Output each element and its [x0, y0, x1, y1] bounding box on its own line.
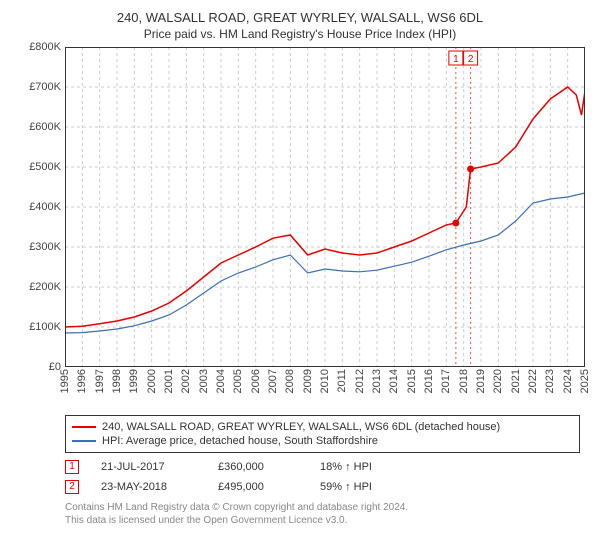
- x-tick-label: 2006: [250, 369, 262, 409]
- x-tick-label: 1997: [94, 369, 106, 409]
- svg-text:2: 2: [468, 54, 474, 65]
- x-tick-label: 2010: [319, 369, 331, 409]
- x-tick-label: 2003: [198, 369, 210, 409]
- footer-note: Contains HM Land Registry data © Crown c…: [65, 501, 580, 527]
- sale-price: £495,000: [218, 481, 298, 493]
- legend-item: HPI: Average price, detached house, Sout…: [72, 434, 573, 448]
- plot-area: £0£100K£200K£300K£400K£500K£600K£700K£80…: [65, 47, 580, 367]
- x-tick-label: 2009: [302, 369, 314, 409]
- x-tick-label: 1995: [59, 369, 71, 409]
- x-tick-label: 1999: [128, 369, 140, 409]
- y-tick-label: £600K: [17, 121, 61, 133]
- sale-date: 23-MAY-2018: [101, 481, 196, 493]
- y-tick-label: £400K: [17, 201, 61, 213]
- sale-marker: 1: [65, 460, 79, 474]
- x-tick-label: 2008: [284, 369, 296, 409]
- x-tick-label: 2022: [527, 369, 539, 409]
- x-tick-label: 2020: [492, 369, 504, 409]
- sales-table: 1 21-JUL-2017 £360,000 18% ↑ HPI 2 23-MA…: [65, 457, 580, 497]
- x-tick-label: 2017: [440, 369, 452, 409]
- x-tick-label: 2015: [406, 369, 418, 409]
- legend: 240, WALSALL ROAD, GREAT WYRLEY, WALSALL…: [65, 415, 580, 453]
- x-tick-label: 2014: [388, 369, 400, 409]
- x-axis-labels: 1995199619971998199920002001200220032004…: [65, 369, 585, 409]
- x-tick-label: 2019: [475, 369, 487, 409]
- sale-price: £360,000: [218, 461, 298, 473]
- x-tick-label: 2013: [371, 369, 383, 409]
- x-tick-label: 2005: [232, 369, 244, 409]
- chart-title-line1: 240, WALSALL ROAD, GREAT WYRLEY, WALSALL…: [15, 10, 585, 27]
- x-tick-label: 2002: [180, 369, 192, 409]
- y-tick-label: £100K: [17, 321, 61, 333]
- legend-label: 240, WALSALL ROAD, GREAT WYRLEY, WALSALL…: [102, 421, 500, 433]
- chart-container: 240, WALSALL ROAD, GREAT WYRLEY, WALSALL…: [0, 0, 600, 560]
- x-tick-label: 2023: [544, 369, 556, 409]
- x-tick-label: 2012: [354, 369, 366, 409]
- x-tick-label: 1996: [76, 369, 88, 409]
- legend-swatch: [72, 426, 96, 428]
- line-chart-svg: 12: [65, 47, 585, 367]
- chart-title-line2: Price paid vs. HM Land Registry's House …: [15, 27, 585, 41]
- x-tick-label: 2024: [562, 369, 574, 409]
- x-tick-label: 2025: [579, 369, 591, 409]
- x-tick-label: 2011: [336, 369, 348, 409]
- y-tick-label: £800K: [17, 41, 61, 53]
- sale-row: 2 23-MAY-2018 £495,000 59% ↑ HPI: [65, 477, 580, 497]
- x-tick-label: 2000: [146, 369, 158, 409]
- y-tick-label: £0: [17, 361, 61, 373]
- sale-marker: 2: [65, 480, 79, 494]
- x-tick-label: 1998: [111, 369, 123, 409]
- footer-line1: Contains HM Land Registry data © Crown c…: [65, 501, 580, 514]
- sale-diff: 59% ↑ HPI: [320, 481, 372, 493]
- legend-swatch: [72, 440, 96, 442]
- sale-diff: 18% ↑ HPI: [320, 461, 372, 473]
- x-tick-label: 2018: [458, 369, 470, 409]
- y-tick-label: £200K: [17, 281, 61, 293]
- y-tick-label: £300K: [17, 241, 61, 253]
- x-tick-label: 2007: [267, 369, 279, 409]
- y-tick-label: £500K: [17, 161, 61, 173]
- legend-label: HPI: Average price, detached house, Sout…: [102, 435, 378, 447]
- svg-text:1: 1: [453, 54, 459, 65]
- sale-date: 21-JUL-2017: [101, 461, 196, 473]
- y-tick-label: £700K: [17, 81, 61, 93]
- x-tick-label: 2004: [215, 369, 227, 409]
- x-tick-label: 2001: [163, 369, 175, 409]
- footer-line2: This data is licensed under the Open Gov…: [65, 514, 580, 527]
- sale-row: 1 21-JUL-2017 £360,000 18% ↑ HPI: [65, 457, 580, 477]
- x-tick-label: 2021: [510, 369, 522, 409]
- x-tick-label: 2016: [423, 369, 435, 409]
- legend-item: 240, WALSALL ROAD, GREAT WYRLEY, WALSALL…: [72, 420, 573, 434]
